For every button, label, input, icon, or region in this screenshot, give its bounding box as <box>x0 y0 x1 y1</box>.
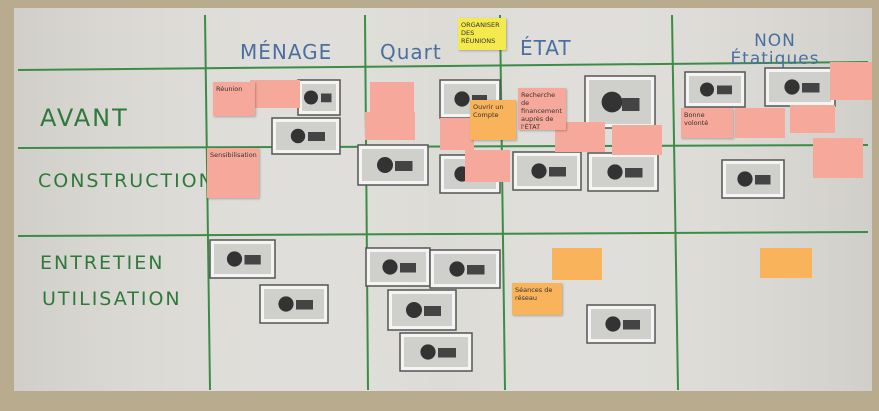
grid-lines <box>17 14 869 391</box>
card-image <box>517 156 577 186</box>
card-icon <box>449 261 465 277</box>
card-image <box>276 122 336 150</box>
row-header: ENTRETIEN <box>40 252 165 274</box>
card-image <box>689 76 741 103</box>
card-icon <box>605 316 621 332</box>
card-icon <box>623 320 640 330</box>
card-image <box>434 254 496 284</box>
card-icon <box>625 168 643 178</box>
card-icon <box>308 132 325 141</box>
card-icon <box>424 306 441 316</box>
card-icon <box>226 251 243 267</box>
card-icon <box>622 98 640 111</box>
sticky-note <box>813 138 863 178</box>
card-icon <box>737 171 753 187</box>
card-image <box>591 309 651 339</box>
column-header: ÉTAT <box>520 36 572 60</box>
sticky-note: Séances de réseau <box>512 283 562 315</box>
sticky-note <box>465 150 510 182</box>
sticky-note <box>790 105 835 133</box>
card-icon <box>700 82 714 97</box>
card-icon <box>321 93 332 103</box>
card-icon <box>607 164 623 180</box>
column-header: Quart <box>380 40 442 64</box>
sticky-note: Réunion <box>213 82 255 116</box>
sticky-note: Bonne volonté <box>681 108 733 138</box>
card-icon <box>802 83 820 93</box>
card-image <box>404 337 468 367</box>
card-icon <box>472 95 487 105</box>
card-icon <box>382 259 398 275</box>
row-header: AVANT <box>40 104 129 132</box>
card-icon <box>278 296 294 312</box>
sticky-note: ORGANISER DES RÉUNIONS <box>458 18 506 50</box>
card-icon <box>296 300 313 310</box>
card-icon <box>717 85 732 95</box>
card-image <box>370 252 426 282</box>
card-image <box>264 289 324 319</box>
sticky-note <box>830 62 872 100</box>
sticky-note <box>370 82 414 112</box>
sticky-note <box>250 80 300 108</box>
card-icon <box>531 163 547 179</box>
card-icon <box>377 157 393 173</box>
card-image <box>592 157 654 187</box>
card-icon <box>454 91 470 107</box>
card-image <box>214 244 271 274</box>
sticky-note <box>760 248 812 278</box>
cards <box>209 62 872 372</box>
card-icon <box>400 263 416 273</box>
card-icon <box>601 91 623 113</box>
sticky-note: Ouvrir un Compte <box>470 100 516 140</box>
card-icon <box>549 167 566 177</box>
card-icon <box>290 128 306 144</box>
row-header: CONSTRUCTION <box>38 170 215 192</box>
card-icon <box>244 255 261 265</box>
sticky-note: Sensibilisation <box>207 148 259 198</box>
sticky-note <box>735 108 785 138</box>
sticky-note <box>552 248 602 280</box>
sticky-note <box>440 118 474 150</box>
card-image <box>726 164 780 194</box>
sticky-note <box>365 112 415 140</box>
card-icon <box>420 344 436 360</box>
sticky-note <box>612 125 662 155</box>
card-icon <box>784 79 800 95</box>
card-icon <box>304 90 318 105</box>
card-icon <box>467 265 485 275</box>
card-icon <box>395 161 413 171</box>
card-image <box>769 72 831 102</box>
card-icon <box>755 175 771 185</box>
column-header: NON Étatiques <box>730 31 820 69</box>
card-icon <box>438 348 456 358</box>
column-header: MÉNAGE <box>240 40 333 64</box>
sticky-note: Recherche de financement auprès de l'ÉTA… <box>518 88 566 130</box>
row-header: UTILISATION <box>42 288 182 310</box>
card-icon <box>406 302 422 318</box>
